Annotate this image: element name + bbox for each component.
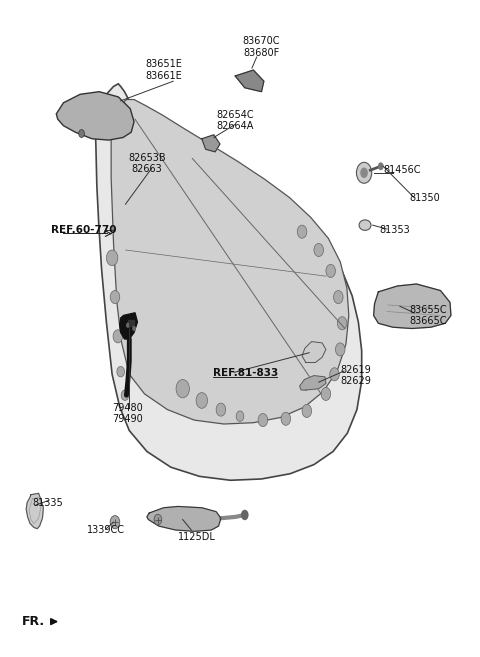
Circle shape <box>336 343 345 356</box>
Circle shape <box>176 380 190 398</box>
Circle shape <box>241 510 249 520</box>
Text: 81353: 81353 <box>379 225 410 235</box>
Text: FR.: FR. <box>22 615 45 628</box>
Circle shape <box>302 405 312 417</box>
Circle shape <box>107 250 118 265</box>
Text: 83670C
83680F: 83670C 83680F <box>243 36 280 58</box>
Circle shape <box>110 516 120 529</box>
Circle shape <box>236 411 244 421</box>
Circle shape <box>357 162 372 183</box>
Circle shape <box>321 388 331 401</box>
Polygon shape <box>95 84 362 480</box>
Polygon shape <box>373 284 451 328</box>
Circle shape <box>297 225 307 238</box>
Circle shape <box>337 317 347 330</box>
Circle shape <box>334 290 343 304</box>
Circle shape <box>110 290 120 304</box>
Text: REF.60-770: REF.60-770 <box>51 225 116 235</box>
Circle shape <box>281 412 290 425</box>
Polygon shape <box>147 507 221 532</box>
Circle shape <box>314 244 324 256</box>
Polygon shape <box>300 376 326 390</box>
Circle shape <box>326 264 336 277</box>
Circle shape <box>216 403 226 416</box>
Ellipse shape <box>359 220 371 231</box>
Circle shape <box>113 330 122 343</box>
Circle shape <box>196 393 207 408</box>
Polygon shape <box>111 99 349 424</box>
Text: 83655C
83665C: 83655C 83665C <box>410 305 447 327</box>
Text: 79480
79490: 79480 79490 <box>112 403 143 424</box>
Circle shape <box>360 168 368 178</box>
Circle shape <box>378 162 384 170</box>
Text: 82619
82629: 82619 82629 <box>340 365 371 386</box>
Circle shape <box>121 390 129 401</box>
Circle shape <box>79 129 84 137</box>
Circle shape <box>330 368 339 381</box>
Circle shape <box>132 326 136 331</box>
Polygon shape <box>120 313 137 339</box>
Circle shape <box>117 367 124 377</box>
Polygon shape <box>235 70 264 92</box>
Text: 81350: 81350 <box>410 193 441 202</box>
Text: 82654C
82664A: 82654C 82664A <box>216 110 254 131</box>
Text: 81456C: 81456C <box>384 165 421 175</box>
Polygon shape <box>202 135 220 152</box>
Polygon shape <box>26 493 43 529</box>
Text: 83651E
83661E: 83651E 83661E <box>145 59 182 81</box>
Text: REF.81-833: REF.81-833 <box>213 368 278 378</box>
Circle shape <box>258 413 268 426</box>
Text: 81335: 81335 <box>33 497 63 507</box>
Text: 1339CC: 1339CC <box>87 525 125 535</box>
Polygon shape <box>56 92 134 140</box>
Circle shape <box>126 323 130 328</box>
Polygon shape <box>302 342 326 363</box>
Text: 82653B
82663: 82653B 82663 <box>128 153 166 175</box>
Circle shape <box>154 514 162 525</box>
Text: 1125DL: 1125DL <box>178 532 216 541</box>
